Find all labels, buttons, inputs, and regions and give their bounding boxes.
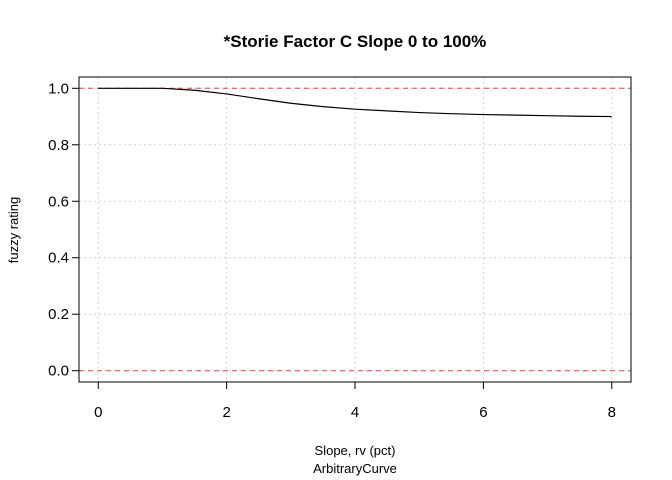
x-tick-label: 4: [351, 404, 359, 421]
chart-title: *Storie Factor C Slope 0 to 100%: [224, 32, 487, 51]
x-axis-sublabel: ArbitraryCurve: [313, 461, 397, 476]
x-tick-label: 6: [479, 404, 487, 421]
y-axis-label: fuzzy rating: [6, 197, 21, 263]
y-tick-label: 0.0: [48, 363, 69, 380]
series-line: [98, 87, 612, 118]
y-tick-label: 1.0: [48, 80, 69, 97]
y-axis: 0.0 0.2 0.4 0.6 0.8 1.0: [48, 80, 80, 380]
y-tick-label: 0.6: [48, 193, 69, 210]
grid: [79, 77, 631, 382]
series-group: [98, 87, 612, 118]
y-tick-label: 0.4: [48, 250, 69, 267]
x-tick-label: 8: [608, 404, 616, 421]
x-axis: 0 2 4 6 8: [94, 381, 616, 421]
y-tick-label: 0.8: [48, 137, 69, 154]
x-tick-label: 2: [222, 404, 230, 421]
y-tick-label: 0.2: [48, 306, 69, 323]
x-tick-label: 0: [94, 404, 102, 421]
x-axis-label: Slope, rv (pct): [315, 443, 396, 458]
